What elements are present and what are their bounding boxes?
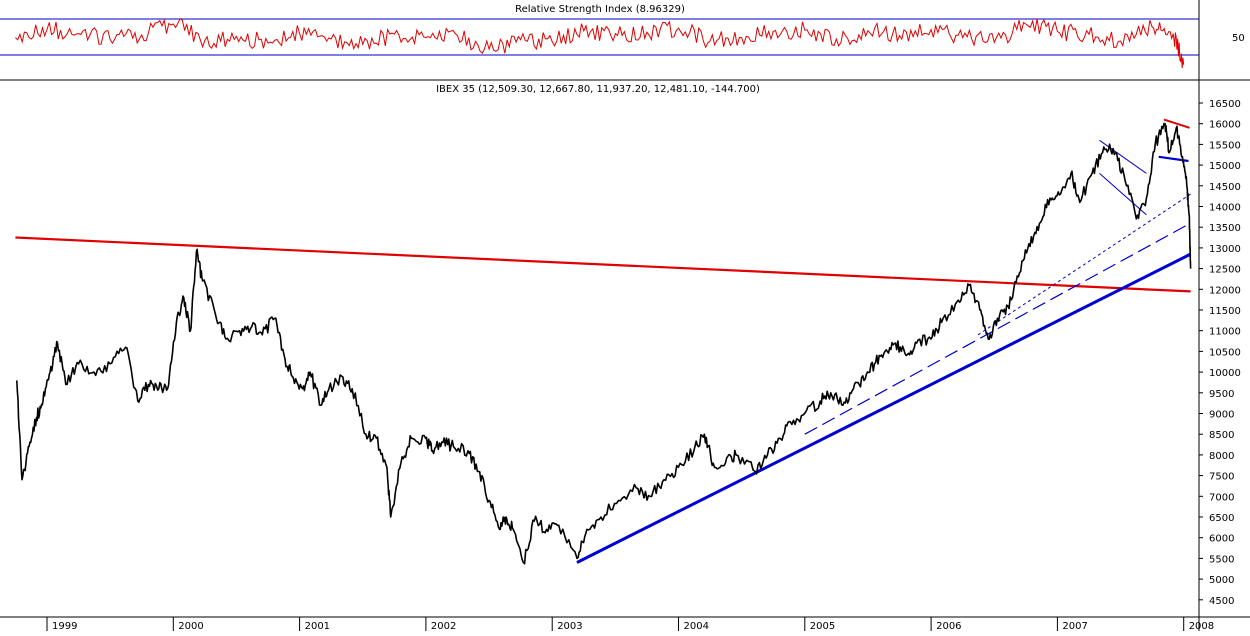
y-tick-label: 10000 (1209, 368, 1241, 379)
price-title: IBEX 35 (12,509.30, 12,667.80, 11,937.20… (436, 84, 760, 95)
rsi-line (15, 17, 1185, 69)
y-tick-label: 16000 (1209, 120, 1241, 131)
x-tick-label: 2000 (178, 621, 203, 631)
ibex35-price-line (16, 122, 1192, 565)
x-tick-label: 2006 (936, 621, 961, 631)
y-tick-label: 5000 (1209, 575, 1234, 586)
y-tick-label: 14500 (1209, 182, 1241, 193)
x-tick-label: 2004 (684, 621, 709, 631)
y-tick-label: 7000 (1209, 492, 1234, 503)
y-tick-label: 7500 (1209, 472, 1234, 483)
y-tick-label: 15500 (1209, 140, 1241, 151)
rsi-panel: Relative Strength Index (8.96329) 50 (0, 4, 1245, 69)
x-tick-label: 2005 (810, 621, 835, 631)
y-tick-label: 6000 (1209, 534, 1234, 545)
support-line (576, 252, 1192, 564)
x-tick-label: 2008 (1189, 621, 1214, 631)
support-dashed-line (804, 222, 1191, 435)
y-tick-label: 15000 (1209, 161, 1241, 172)
y-tick-label: 6500 (1209, 513, 1234, 524)
y-tick-label: 9500 (1209, 389, 1234, 400)
y-tick-label: 9000 (1209, 410, 1234, 421)
y-tick-label: 11000 (1209, 327, 1241, 338)
y-tick-label: 10500 (1209, 347, 1241, 358)
y-tick-label: 16500 (1209, 99, 1241, 110)
x-tick-label: 2007 (1062, 621, 1087, 631)
y-tick-label: 13000 (1209, 244, 1241, 255)
y-tick-label: 8500 (1209, 430, 1234, 441)
y-tick-label: 14000 (1209, 203, 1241, 214)
y-tick-label: 12500 (1209, 265, 1241, 276)
y-tick-label: 5500 (1209, 554, 1234, 565)
top-resistance-line (1163, 118, 1190, 129)
x-tick-label: 2002 (431, 621, 456, 631)
lower-channel-line (1099, 173, 1147, 216)
support-dotted-line (977, 193, 1191, 336)
y-tick-label: 13500 (1209, 223, 1241, 234)
upper-channel-line (1099, 139, 1147, 174)
y-tick-label: 12000 (1209, 285, 1241, 296)
trendline-overlays (15, 118, 1192, 564)
x-tick-label: 2001 (305, 621, 330, 631)
x-tick-label: 1999 (52, 621, 77, 631)
resistance-line (15, 236, 1191, 293)
y-tick-label: 11500 (1209, 306, 1241, 317)
price-panel: 4500 5000 5500 6000 6500 7000 7500 8000 8500 9000… (15, 84, 1241, 632)
x-tick-label: 2003 (557, 621, 582, 631)
rsi-level-label: 50 (1232, 33, 1245, 44)
y-tick-label: 8000 (1209, 451, 1234, 462)
rsi-title: Relative Strength Index (8.96329) (515, 4, 685, 15)
price-y-axis: 4500 5000 5500 6000 6500 7000 7500 8000 8500 9000… (1199, 99, 1241, 607)
y-tick-label: 4500 (1209, 596, 1234, 607)
price-x-axis: 1999 2000 2001 2002 2003 2004 2005 2006 2007 2008 (46, 617, 1214, 632)
